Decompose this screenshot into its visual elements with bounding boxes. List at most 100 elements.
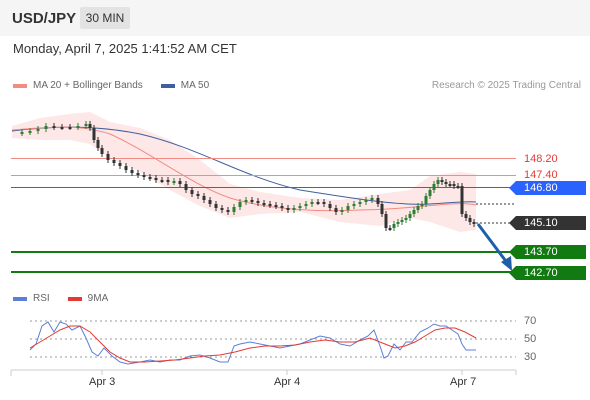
rsi-legend: RSI 9MA — [13, 293, 126, 304]
rsi-legend-label: RSI — [33, 293, 50, 304]
candle-body — [68, 127, 72, 129]
candle-body — [322, 202, 326, 204]
ma50-line — [11, 126, 477, 205]
candle-body — [20, 132, 24, 134]
candle-body — [250, 200, 254, 202]
timeframe-badge[interactable]: 30 MIN — [80, 7, 130, 29]
rsi-swatch — [13, 296, 27, 301]
candle-body — [370, 198, 374, 200]
candle-body — [256, 201, 260, 203]
credit-text: Research © 2025 Trading Central — [431, 80, 581, 91]
candle-body — [292, 208, 296, 210]
candle-body — [60, 127, 64, 129]
candle-body — [384, 214, 388, 228]
candle-body — [396, 222, 400, 224]
rsi-ma-swatch — [67, 296, 82, 301]
candle-body — [364, 200, 368, 202]
candle-body — [100, 148, 104, 154]
candle-body — [400, 220, 404, 222]
ma20-swatch — [13, 83, 27, 88]
candle-body — [460, 186, 464, 214]
candle-body — [444, 182, 448, 184]
candle-body — [226, 210, 230, 212]
candle-body — [416, 206, 420, 210]
candle-body — [202, 196, 206, 200]
candle-body — [196, 194, 200, 196]
candle-body — [352, 204, 356, 206]
candle-body — [268, 204, 272, 206]
rsi-level-70: 70 — [524, 315, 537, 327]
pivot-label: 146.80 — [509, 181, 586, 195]
candle-body — [392, 224, 396, 228]
candle-body — [412, 210, 416, 214]
candle-body — [388, 228, 392, 230]
candle-body — [346, 206, 350, 210]
candle-body — [376, 198, 380, 204]
candle-body — [36, 129, 40, 131]
candle-body — [172, 181, 176, 183]
candle-body — [52, 126, 56, 128]
candle-body — [208, 200, 212, 204]
symbol-title: USD/JPY — [12, 10, 77, 27]
candle-body — [468, 218, 472, 222]
candle-body — [178, 181, 182, 184]
candle-body — [148, 177, 152, 179]
candle-body — [142, 175, 146, 177]
ma20-legend-label: MA 20 + Bollinger Bands — [33, 80, 143, 91]
rsi-level-50: 50 — [524, 333, 537, 345]
resistance-label-1: 148.20 — [524, 153, 558, 165]
candle-body — [436, 180, 440, 184]
candle-body — [244, 200, 248, 202]
x-label-apr4: Apr 4 — [274, 376, 301, 388]
candle-body — [262, 203, 266, 205]
candle-body — [190, 190, 194, 194]
candle-body — [160, 180, 164, 182]
datetime-label: Monday, April 7, 2025 1:41:52 AM CET — [13, 41, 237, 56]
rsi-ma-legend-label: 9MA — [87, 293, 109, 304]
candle-body — [88, 124, 92, 128]
candle-body — [118, 163, 122, 166]
candle-body — [84, 124, 88, 126]
candle-body — [44, 126, 48, 129]
candle-body — [420, 204, 424, 206]
forecast-arrow-shaft — [476, 223, 510, 265]
rsi-ma-line — [29, 325, 477, 363]
candle-body — [76, 126, 80, 128]
x-label-apr7: Apr 7 — [450, 376, 477, 388]
candle-body — [96, 140, 100, 148]
header-bar: USD/JPY 30 MIN — [0, 0, 590, 36]
candle-body — [274, 205, 278, 207]
candle-body — [424, 196, 428, 204]
x-label-apr3: Apr 3 — [89, 376, 116, 388]
candle-body — [408, 214, 412, 218]
ma20-line — [11, 126, 477, 212]
candle-body — [154, 178, 158, 180]
support-label-1: 143.70 — [509, 245, 586, 259]
ma50-swatch — [160, 83, 175, 88]
candle-body — [112, 160, 116, 163]
candle-body — [428, 190, 432, 196]
candle-body — [472, 222, 476, 224]
candle-body — [238, 202, 242, 207]
candle-body — [334, 208, 338, 212]
support-label-2: 142.70 — [509, 266, 586, 280]
last-price-label: 145.10 — [509, 216, 586, 230]
candle-body — [130, 170, 134, 173]
rsi-level-30: 30 — [524, 351, 537, 363]
candle-body — [28, 131, 32, 133]
candle-body — [232, 207, 236, 212]
candle-body — [328, 204, 332, 208]
candle-body — [340, 210, 344, 212]
rsi-line — [29, 321, 476, 365]
candle-body — [136, 173, 140, 175]
candle-body — [124, 166, 128, 170]
candle-body — [316, 202, 320, 204]
candle-body — [220, 208, 224, 210]
candle-body — [286, 208, 290, 210]
candle-body — [464, 214, 468, 218]
resistance-label-2: 147.40 — [524, 169, 558, 181]
candle-body — [432, 184, 436, 190]
candle-body — [310, 202, 314, 204]
candle-body — [166, 180, 170, 182]
